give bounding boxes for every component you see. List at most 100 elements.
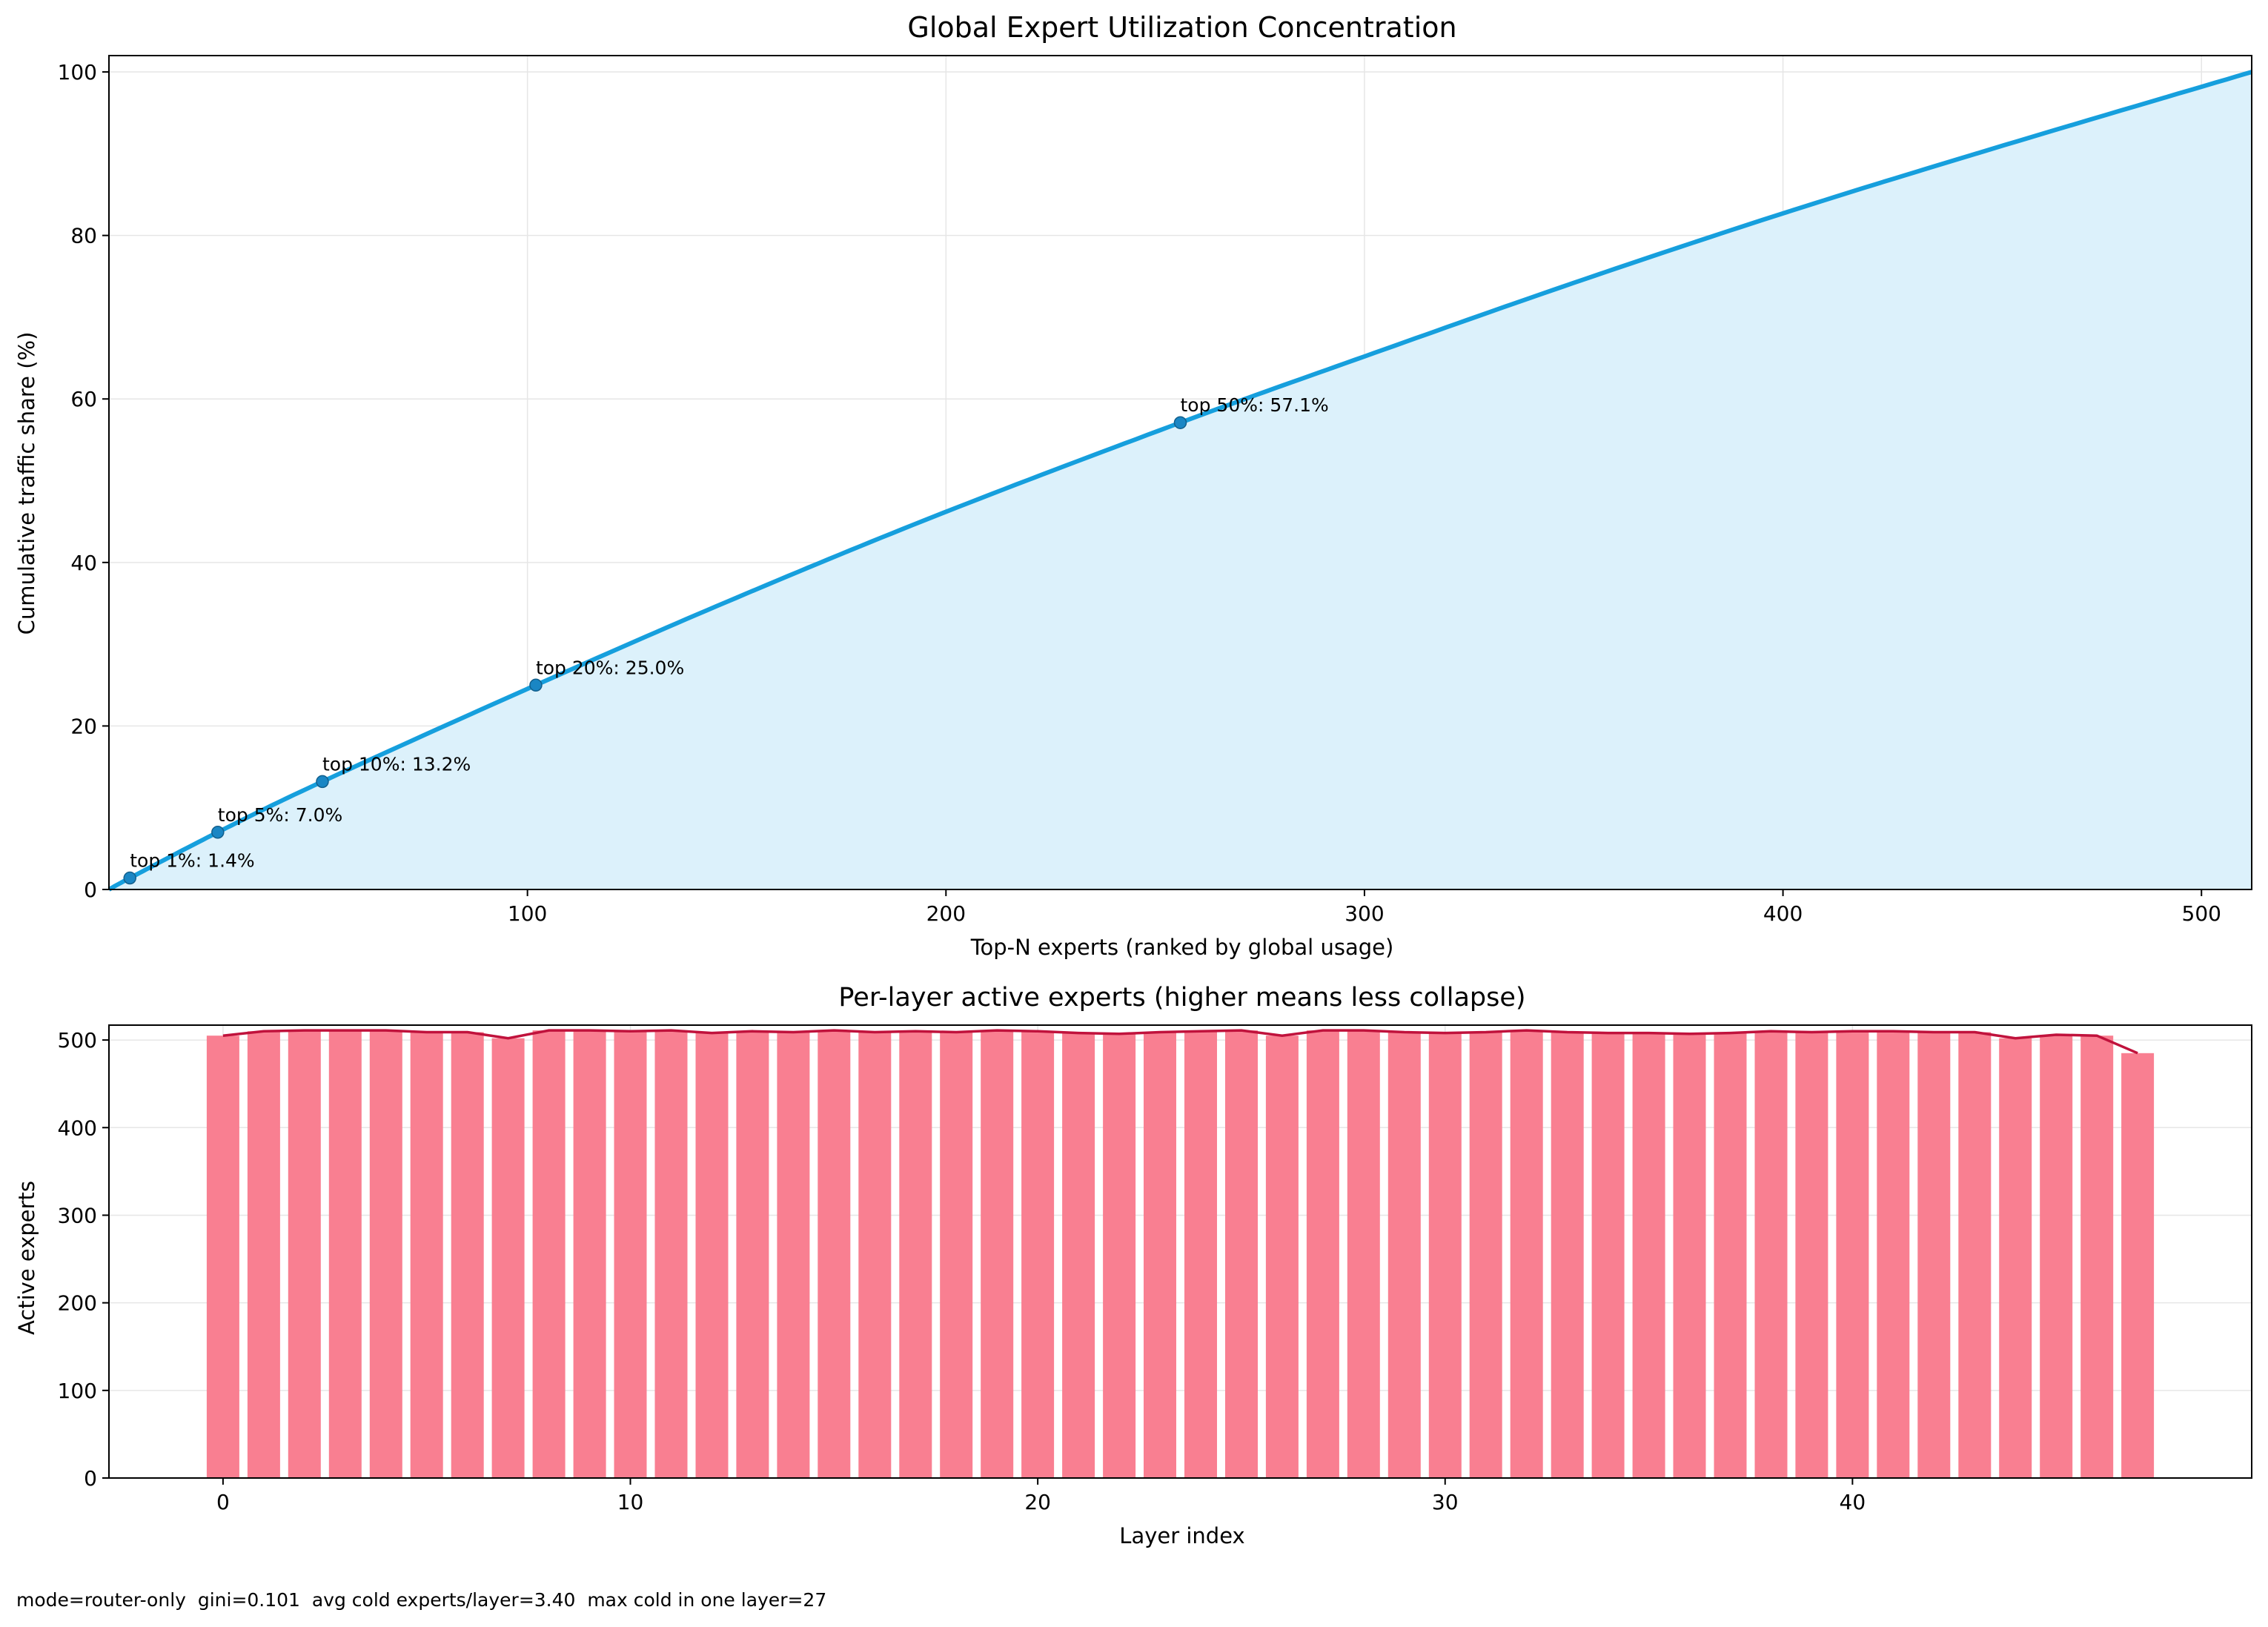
chart-title: Global Expert Utilization Concentration (907, 11, 1456, 44)
x-tick-label: 100 (508, 901, 547, 926)
y-axis-label: Cumulative traffic share (%) (14, 332, 39, 635)
per-layer-chart: Per-layer active experts (higher means l… (14, 983, 2252, 1548)
layer-bar (2040, 1035, 2073, 1478)
layer-bar (1632, 1033, 1665, 1478)
x-tick-label: 200 (926, 901, 966, 926)
y-tick-label: 80 (70, 224, 97, 248)
layer-bar (1836, 1031, 1869, 1478)
y-axis-ticks: 0 100 200 300 400 500 (58, 1028, 109, 1491)
y-tick-label: 20 (70, 714, 97, 738)
threshold-label: top 50%: 57.1% (1181, 394, 1329, 416)
layer-bar (1714, 1033, 1747, 1478)
layer-bar (1306, 1030, 1339, 1478)
layer-bar (369, 1030, 402, 1478)
threshold-marker (529, 678, 543, 692)
x-axis-label: Layer index (1119, 1523, 1244, 1548)
layer-bar (614, 1031, 647, 1478)
threshold-label: top 20%: 25.0% (536, 657, 684, 678)
layer-bar (573, 1030, 606, 1478)
plot-frame (108, 55, 2252, 890)
layer-bar (410, 1032, 443, 1478)
y-axis-ticks: 0 20 40 60 80 100 (58, 60, 109, 902)
layer-bar (491, 1038, 525, 1478)
x-tick-label: 30 (1432, 1490, 1459, 1514)
layer-bar (777, 1032, 810, 1478)
plot-frame (108, 1024, 2252, 1479)
layer-bar (818, 1030, 851, 1478)
layer-bar (1184, 1031, 1217, 1478)
threshold-marker (211, 826, 225, 839)
layer-bar (2080, 1035, 2114, 1478)
threshold-label: top 10%: 13.2% (322, 753, 471, 775)
x-tick-label: 400 (1763, 901, 1803, 926)
layer-bar (695, 1033, 729, 1478)
threshold-label: top 5%: 7.0% (218, 804, 342, 826)
x-tick-label: 20 (1024, 1490, 1051, 1514)
threshold-marker (1173, 416, 1187, 429)
y-tick-label: 0 (84, 1466, 97, 1491)
x-tick-label: 0 (216, 1490, 230, 1514)
x-tick-label: 40 (1840, 1490, 1866, 1514)
y-tick-label: 60 (70, 387, 97, 411)
layer-bar (1591, 1033, 1625, 1478)
layer-bar (858, 1032, 892, 1478)
layer-bar (1551, 1032, 1584, 1478)
y-tick-label: 400 (58, 1116, 97, 1140)
layer-bar (1510, 1030, 1543, 1478)
layer-bar (1673, 1033, 1706, 1478)
y-tick-label: 100 (58, 60, 97, 85)
y-axis-label: Active experts (14, 1181, 39, 1335)
x-axis-label: Top-N experts (ranked by global usage) (970, 935, 1394, 960)
layer-bar (1754, 1031, 1788, 1478)
active-experts-bars (206, 1030, 2155, 1478)
layer-bar (1387, 1032, 1421, 1478)
layer-bar (1062, 1033, 1095, 1478)
layer-bar (1795, 1032, 1828, 1478)
layer-bar (1469, 1032, 1502, 1478)
y-tick-label: 200 (58, 1291, 97, 1316)
summary-stats: mode=router-only gini=0.101 avg cold exp… (16, 1589, 827, 1611)
y-tick-label: 0 (84, 878, 97, 902)
x-tick-label: 500 (2182, 901, 2221, 926)
layer-bar (1347, 1030, 1380, 1478)
layer-bar (736, 1031, 769, 1478)
layer-bar (899, 1031, 932, 1478)
y-tick-label: 100 (58, 1379, 97, 1403)
layer-bar (328, 1030, 362, 1478)
layer-bar (451, 1032, 484, 1478)
layer-bar (1877, 1031, 1910, 1478)
layer-bar (940, 1032, 973, 1478)
layer-bar (532, 1030, 566, 1478)
threshold-marker (316, 775, 329, 789)
layer-bar (247, 1031, 280, 1478)
threshold-markers: top 1%: 1.4% top 5%: 7.0% top 10%: 13.2% to… (123, 394, 1329, 885)
y-tick-label: 500 (58, 1028, 97, 1053)
layer-bar (2121, 1053, 2155, 1478)
layer-bar (1103, 1033, 1136, 1478)
layer-bar (1428, 1033, 1462, 1478)
layer-bar (1999, 1038, 2032, 1478)
y-tick-label: 40 (70, 551, 97, 575)
x-axis-ticks: 100 200 300 400 500 (508, 889, 2221, 926)
active-experts-line (222, 1029, 2138, 1055)
layer-bar (1958, 1032, 1992, 1478)
x-tick-label: 10 (617, 1490, 644, 1514)
layer-bar (1144, 1032, 1176, 1478)
layer-bar (1225, 1030, 1258, 1478)
layer-bar (1917, 1032, 1951, 1478)
layer-bar (1265, 1035, 1299, 1478)
x-axis-ticks: 0 10 20 30 40 (216, 1478, 1866, 1514)
layer-bar (981, 1030, 1014, 1478)
cumulative-share-area (109, 72, 2252, 890)
layer-bar (206, 1035, 239, 1478)
cumulative-share-chart: Global Expert Utilization Concentration … (14, 11, 2252, 960)
y-tick-label: 300 (58, 1203, 97, 1227)
threshold-label: top 1%: 1.4% (130, 850, 254, 872)
layer-bar (654, 1030, 688, 1478)
layer-bar (1021, 1031, 1055, 1478)
layer-bar (288, 1030, 321, 1478)
x-tick-label: 300 (1344, 901, 1384, 926)
threshold-marker (123, 871, 136, 885)
chart-title: Per-layer active experts (higher means l… (838, 983, 1525, 1013)
